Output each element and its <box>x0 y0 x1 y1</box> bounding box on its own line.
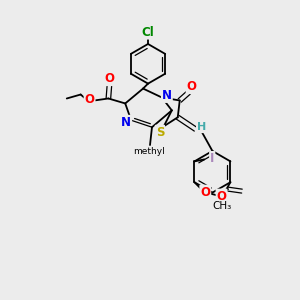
Text: O: O <box>85 93 94 106</box>
Text: N: N <box>121 116 131 129</box>
Text: O: O <box>217 190 226 202</box>
Text: methyl: methyl <box>133 148 165 157</box>
Text: N: N <box>162 89 172 102</box>
Text: O: O <box>104 72 114 85</box>
Text: O: O <box>187 80 196 93</box>
Text: O: O <box>200 186 210 199</box>
Text: I: I <box>210 152 214 165</box>
Text: CH₃: CH₃ <box>212 201 231 211</box>
Text: S: S <box>156 126 164 139</box>
Text: H: H <box>197 122 206 132</box>
Text: Cl: Cl <box>142 26 154 39</box>
